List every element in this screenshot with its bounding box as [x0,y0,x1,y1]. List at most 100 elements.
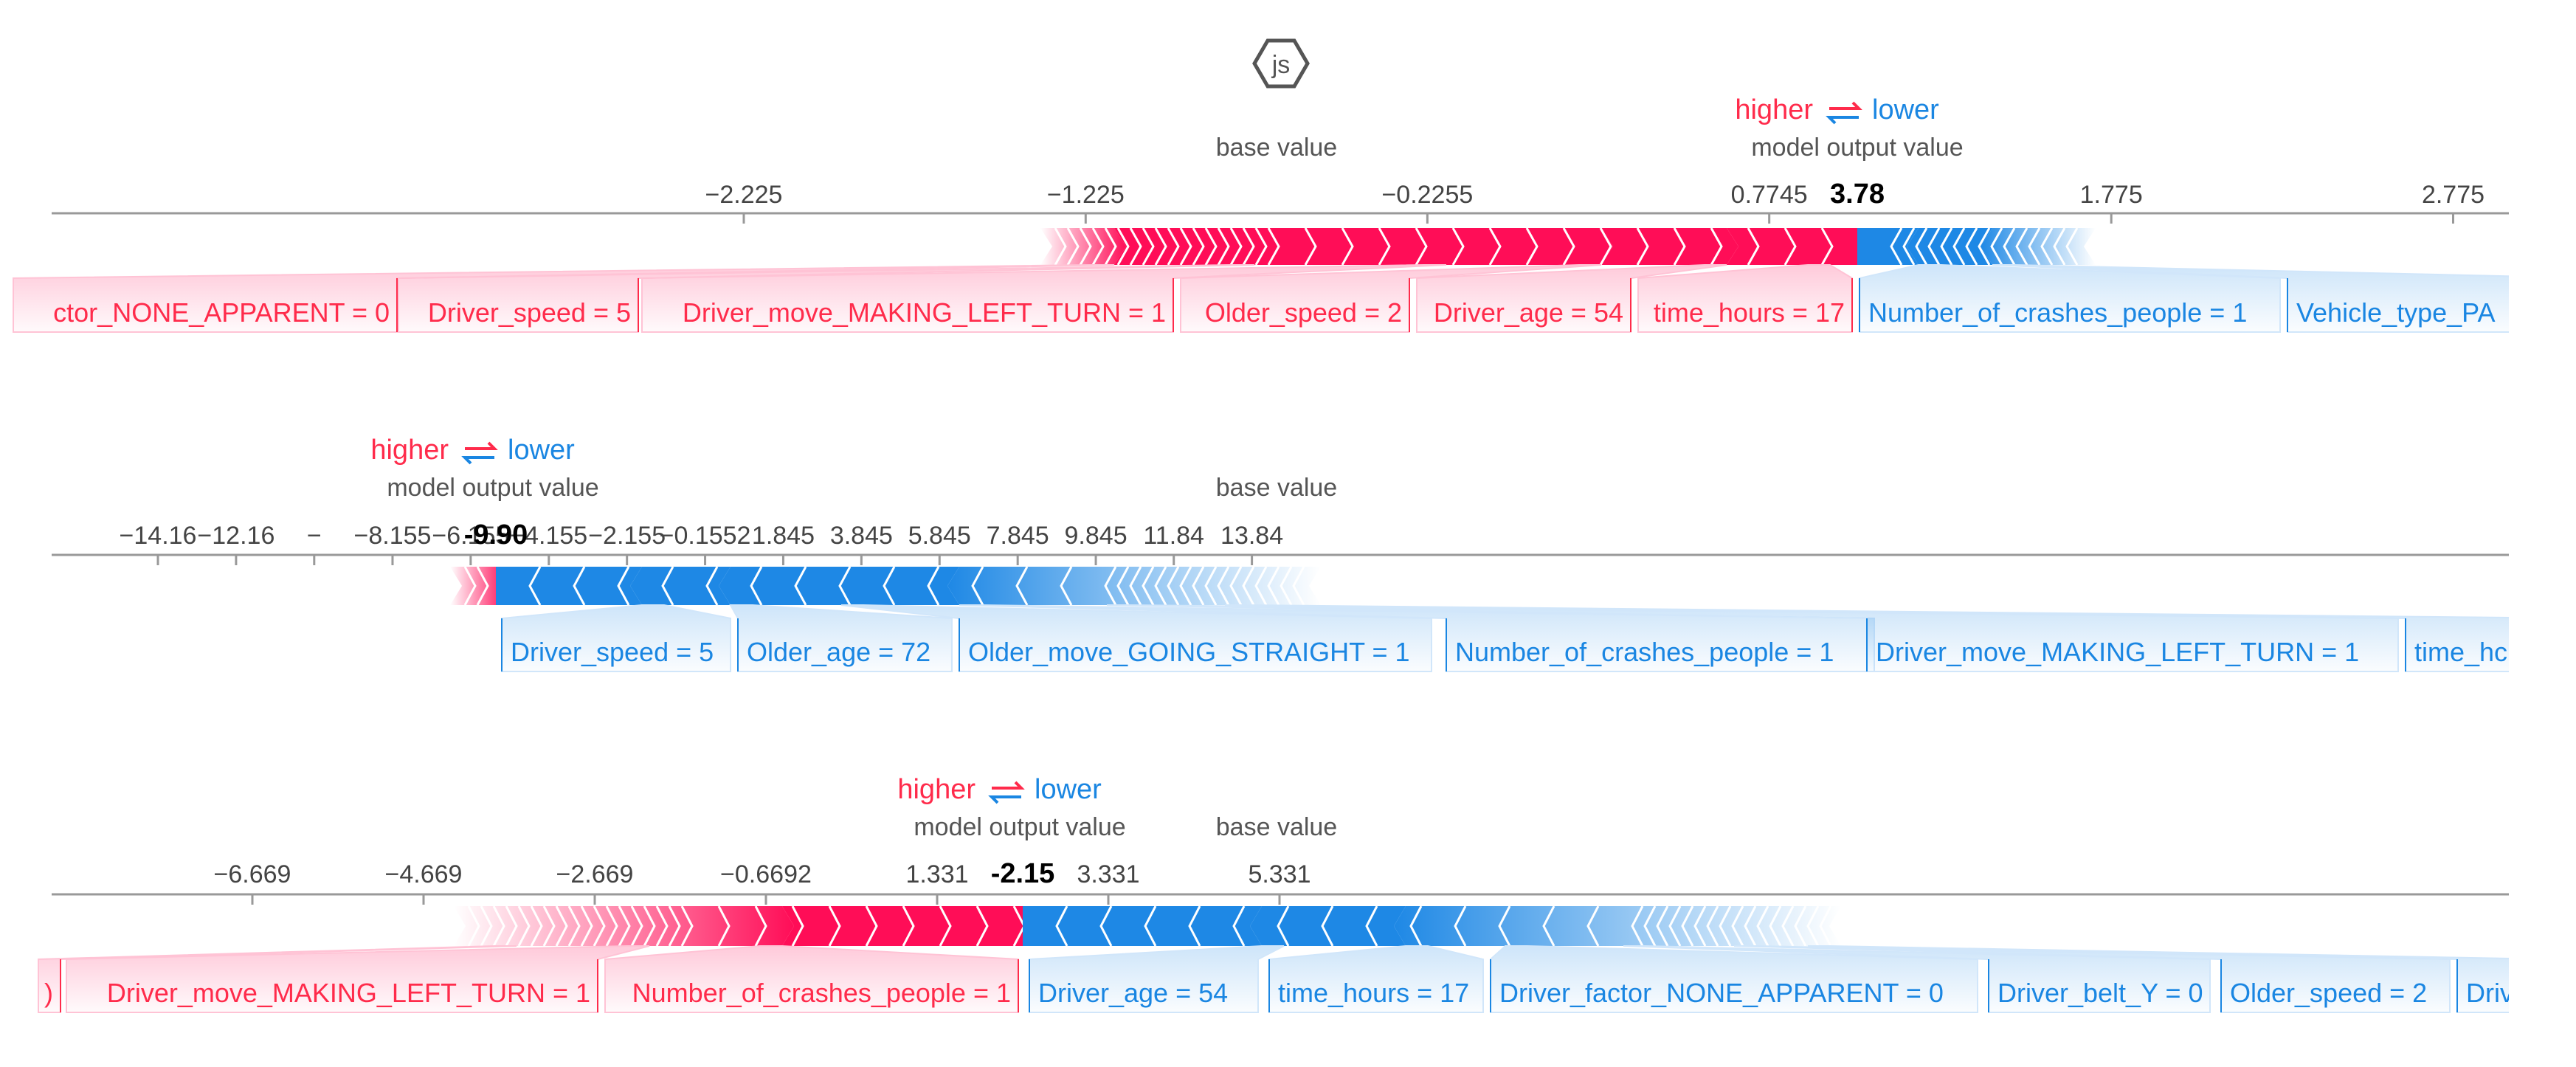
negative-chevron [1706,905,1719,947]
negative-chevron [1454,905,1467,947]
js-logo: js [1252,38,1310,89]
negative-chevron [1668,905,1682,947]
negative-chevron [1781,905,1795,947]
negative-chevron [750,566,763,606]
positive-force-bar [782,906,1035,946]
hexagon-icon [1252,38,1310,89]
tick-label: −0.2255 [1381,181,1473,209]
positive-chevron [754,905,767,947]
legend-higher-label: higher [1735,94,1813,125]
logo-text: js [1271,51,1291,79]
positive-chevron [668,905,681,947]
positive-chevron [618,905,631,947]
positive-chevron [476,566,489,606]
negative-chevron [1756,905,1769,947]
negative-chevron [883,566,896,606]
negative-chevron [794,566,807,606]
tick-label: 5.845 [908,522,971,550]
swap-arrows-icon [461,441,498,465]
positive-chevron [1747,227,1760,266]
negative-chevron [1794,905,1807,947]
positive-force-bar [450,567,508,605]
negative-chevron [1055,905,1068,947]
negative-chevron [1681,905,1694,947]
swap-arrows-icon [988,781,1025,804]
positive-force-bar [1040,228,1126,265]
negative-feature-label: Driver_belt_Y = 0 [1997,978,2203,1008]
positive-chevron [1066,227,1080,266]
negative-chevron [573,566,586,606]
tick-label: 9.845 [1065,522,1128,550]
positive-chevron [1217,227,1230,266]
negative-chevron [1631,905,1644,947]
positive-feature-label: ) [44,978,53,1008]
negative-chevron [1978,227,1991,266]
positive-chevron [1079,227,1092,266]
tick-label: −1.225 [1047,181,1125,209]
tick-label: 1.775 [2080,181,2143,209]
tick-label: −6.669 [214,860,291,888]
negative-chevron [1116,566,1130,606]
positive-chevron [1525,227,1539,266]
negative-chevron [1643,905,1657,947]
negative-feature-label: Driver_age = 54 [1038,978,1228,1008]
negative-feature-label: Driv [2466,978,2513,1008]
tick-label: −8.155 [353,522,431,550]
right-edge-mask [2509,0,2576,1067]
base-value-label: base value [1216,474,1337,502]
output-value-label: -2.15 [991,858,1055,889]
negative-chevron [1129,566,1142,606]
tick-label: −6.155 [432,522,509,550]
tick-label: −2.155 [588,522,666,550]
negative-chevron [1280,566,1293,606]
negative-chevron [1167,566,1180,606]
tick-label: 0.7745 [1731,181,1808,209]
negative-chevron [1292,566,1305,606]
positive-chevron [976,905,989,947]
positive-chevron [1636,227,1649,266]
positive-chevron [480,905,493,947]
positive-feature-label: Number_of_crashes_people = 1 [632,978,1011,1008]
positive-chevron [630,905,643,947]
negative-chevron [1927,227,1941,266]
positive-chevron [1179,227,1192,266]
positive-chevron [1167,227,1180,266]
negative-chevron [838,566,852,606]
force-plot-1: −2.225 −1.225 −0.2255 0.7745 1.775 2.775 3.78 b… [13,94,2576,333]
positive-chevron [1783,227,1797,266]
tick-label: −14.16 [120,522,197,550]
negative-feature-label: Older_age = 72 [747,637,930,667]
tick-label: −4.155 [510,522,587,550]
positive-feature-label: Driver_move_MAKING_LEFT_TURN = 1 [107,978,590,1008]
positive-chevron [1192,227,1205,266]
tick-label: 5.331 [1248,860,1311,888]
negative-force-bar [1023,906,1262,946]
negative-chevron [1142,566,1155,606]
negative-feature-label: Number_of_crashes_people = 1 [1868,297,2247,328]
negative-chevron [661,566,674,606]
positive-chevron [902,905,915,947]
tick-label: −4.669 [385,860,463,888]
negative-feature-label: Driver_factor_NONE_APPARENT = 0 [1499,978,1944,1008]
negative-chevron [528,566,542,606]
positive-feature-label: Driver_move_MAKING_LEFT_TURN = 1 [683,297,1166,328]
base-value-label: base value [1216,813,1337,841]
positive-feature-label: Driver_speed = 5 [428,297,631,328]
negative-chevron [1498,905,1511,947]
positive-chevron [1451,227,1465,266]
positive-chevron [463,566,477,606]
negative-feature-label: Older_speed = 2 [2230,978,2427,1008]
negative-chevron [1188,905,1201,947]
negative-chevron [705,566,719,606]
negative-feature-label: Driver_move_MAKING_LEFT_TURN = 1 [1876,637,2359,667]
negative-chevron [1656,905,1669,947]
positive-chevron [467,905,480,947]
positive-chevron [1054,227,1067,266]
legend-lower-label: lower [1872,94,1939,125]
negative-force-bar [1857,228,1919,265]
tick-label: −0.6692 [720,860,812,888]
positive-chevron [643,905,656,947]
negative-chevron [1060,566,1073,606]
negative-chevron [2028,227,2041,266]
model-output-label: model output value [914,813,1125,841]
